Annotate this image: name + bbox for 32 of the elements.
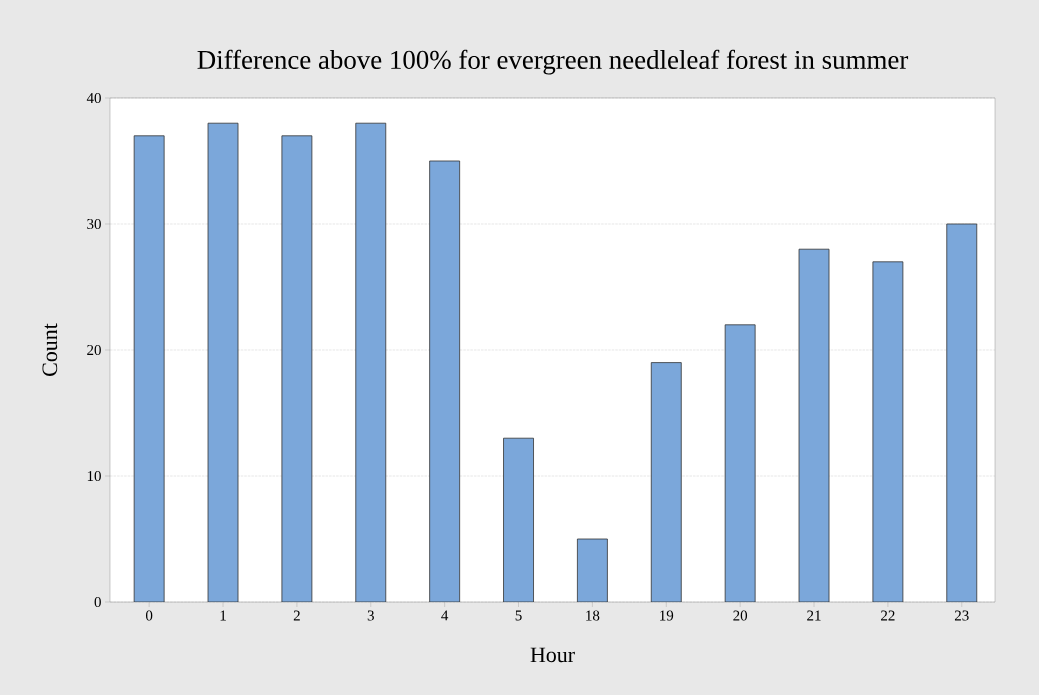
x-tick-label: 5 bbox=[515, 610, 522, 621]
bar bbox=[724, 324, 756, 602]
x-tick-label: 23 bbox=[954, 610, 969, 621]
y-tick-label: 0 bbox=[94, 596, 101, 608]
bar bbox=[503, 437, 534, 602]
x-tick-label: 1 bbox=[220, 610, 226, 621]
x-tick-label: 18 bbox=[586, 610, 600, 621]
bar bbox=[798, 248, 830, 602]
y-tick-label: 30 bbox=[87, 218, 101, 230]
bar bbox=[577, 538, 608, 602]
x-tick-label: 19 bbox=[660, 610, 674, 621]
y-tick-label: 20 bbox=[87, 344, 101, 356]
bar bbox=[872, 261, 904, 602]
bar bbox=[355, 122, 387, 602]
x-tick-label: 0 bbox=[145, 610, 153, 621]
bar bbox=[429, 160, 461, 602]
y-tick-label: 40 bbox=[86, 92, 101, 104]
bar bbox=[207, 122, 239, 602]
x-tick-label: 22 bbox=[881, 610, 895, 621]
y-tick-label: 10 bbox=[87, 470, 101, 482]
bar bbox=[281, 135, 313, 602]
x-tick-label: 20 bbox=[733, 610, 748, 621]
bar bbox=[650, 362, 682, 602]
x-tick-label: 3 bbox=[367, 610, 374, 621]
bar bbox=[946, 223, 978, 602]
x-tick-label: 21 bbox=[807, 610, 821, 621]
bar bbox=[133, 135, 165, 602]
x-axis-title: Hour bbox=[530, 647, 575, 663]
y-axis-title: Count bbox=[42, 323, 58, 376]
x-tick-label: 2 bbox=[293, 610, 300, 621]
x-tick-label: 4 bbox=[441, 610, 449, 621]
chart-title: Difference above 100% for evergreen needleleaf forest in summer bbox=[197, 49, 909, 75]
